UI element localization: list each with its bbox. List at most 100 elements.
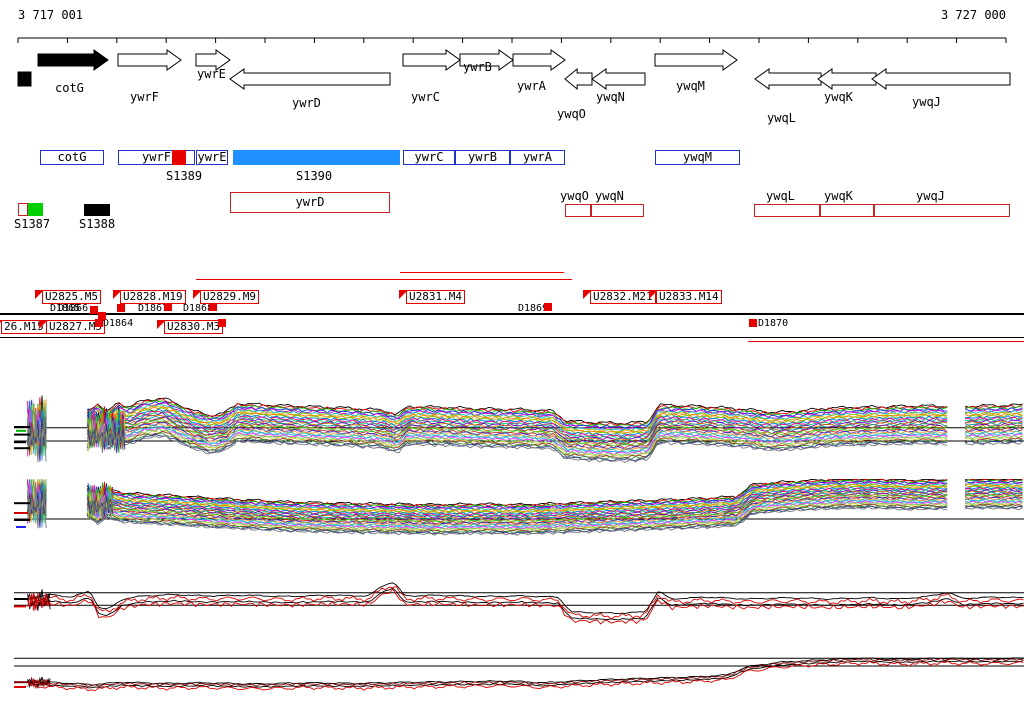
signal-burst xyxy=(27,676,51,688)
segment-label-S1389: S1389 xyxy=(166,169,203,183)
probe-marker-U2833.M14[interactable]: U2833.M14 xyxy=(656,290,722,304)
signal-line xyxy=(30,588,1024,625)
signal-line xyxy=(86,430,948,459)
gene-arrow-ywqN[interactable] xyxy=(591,68,646,90)
gene-arrow-cotG[interactable] xyxy=(37,49,109,71)
segment-box-ywrA[interactable]: ywrA xyxy=(510,150,565,165)
transcript-extent-line xyxy=(196,279,572,280)
signal-line xyxy=(965,416,1023,421)
marker-flag-icon xyxy=(95,319,103,327)
gene-arrow-ywqM[interactable] xyxy=(654,49,738,71)
signal-line xyxy=(964,439,1023,444)
gene-arrow-ywrB[interactable] xyxy=(459,49,514,71)
segment-box-ywrC[interactable]: ywrC xyxy=(403,150,455,165)
probe-marker-D1866[interactable]: D1866 xyxy=(58,303,89,314)
signal-line xyxy=(965,439,1023,444)
probe-marker-U2829.M9[interactable]: U2829.M9 xyxy=(200,290,259,304)
region-label-ywqL: ywqL xyxy=(766,189,795,203)
signal-line xyxy=(30,587,1024,621)
signal-line xyxy=(964,419,1023,424)
signal-line xyxy=(86,501,948,531)
marker-flag-icon xyxy=(749,319,757,327)
probe-marker-U2831.M4[interactable]: U2831.M4 xyxy=(406,290,465,304)
signal-line xyxy=(86,479,948,509)
region-box-black[interactable] xyxy=(84,204,110,216)
gene-partial[interactable] xyxy=(17,71,32,87)
signal-line xyxy=(965,409,1023,415)
probe-marker-D1867[interactable]: D1867 xyxy=(138,303,169,314)
gene-label-ywrB: ywrB xyxy=(463,60,492,74)
gene-arrow-ywrA[interactable] xyxy=(512,49,566,71)
region-box-outline[interactable] xyxy=(565,204,591,217)
probe-marker-U2830.M3[interactable]: U2830.M3 xyxy=(164,320,223,334)
gene-arrow-ywqJ[interactable] xyxy=(871,68,1011,90)
signal-line xyxy=(964,434,1023,440)
marker-baseline xyxy=(0,313,1024,315)
signal-line xyxy=(86,427,948,457)
signal-line xyxy=(964,437,1023,442)
signal-panel-1 xyxy=(14,395,1024,463)
segment-box-ywrE[interactable]: ywrE xyxy=(196,150,228,165)
marker-flag-icon xyxy=(98,312,106,320)
gene-arrow-ywrF[interactable] xyxy=(117,49,182,71)
signal-line xyxy=(86,407,948,436)
gene-label-ywqK: ywqK xyxy=(824,90,854,104)
signal-line xyxy=(86,434,948,463)
probe-marker-26.M15[interactable]: 26.M15 xyxy=(1,320,47,334)
marker-flag-icon xyxy=(583,290,592,299)
region-box-outline[interactable] xyxy=(754,204,820,217)
gene-label-ywqO: ywqO xyxy=(557,107,586,121)
probe-marker-D1865[interactable]: D1865 xyxy=(50,303,81,314)
signal-line xyxy=(30,660,1024,689)
region-box-outline[interactable] xyxy=(820,204,874,217)
probe-marker-D1868[interactable]: D1868 xyxy=(183,303,214,314)
signal-line xyxy=(86,433,948,462)
gene-arrow-ywqO[interactable] xyxy=(564,67,593,91)
gene-arrow-ywqK[interactable] xyxy=(817,68,877,90)
region-box-outline[interactable] xyxy=(874,204,1010,217)
gene-label-ywqL: ywqL xyxy=(767,111,796,125)
gene-arrow-ywqL[interactable] xyxy=(754,68,822,90)
segment-box-S1390[interactable] xyxy=(233,150,400,165)
signal-burst xyxy=(27,592,51,611)
signal-line xyxy=(965,441,1023,446)
probe-marker-U2825.M5[interactable]: U2825.M5 xyxy=(42,290,101,304)
probe-marker-D1869[interactable]: D1869 xyxy=(518,303,549,314)
signal-line xyxy=(86,399,948,428)
marker-flag-icon xyxy=(39,320,48,329)
signal-line xyxy=(86,504,948,534)
region-box-outline[interactable] xyxy=(591,204,644,217)
gene-arrow-ywrD[interactable] xyxy=(229,68,391,90)
probe-marker-D1870[interactable]: D1870 xyxy=(758,318,789,329)
probe-marker-U2832.M21[interactable]: U2832.M21 xyxy=(590,290,656,304)
signal-line xyxy=(86,505,948,535)
region-box-green[interactable] xyxy=(28,203,43,216)
signal-burst xyxy=(87,417,126,449)
signal-burst xyxy=(87,421,126,453)
gene-arrow-ywrC[interactable] xyxy=(402,49,461,71)
signal-line xyxy=(86,503,948,533)
region-label-S1387: S1387 xyxy=(14,217,51,231)
signal-burst xyxy=(27,593,51,611)
segment-box-ywqM[interactable]: ywqM xyxy=(655,150,740,165)
marker-flag-icon xyxy=(0,320,3,329)
signal-line xyxy=(86,489,948,519)
signal-line xyxy=(965,504,1023,509)
signal-burst xyxy=(27,678,51,689)
segment-box-ywrB[interactable]: ywrB xyxy=(455,150,510,165)
region-box-ywrD[interactable]: ywrD xyxy=(230,192,390,213)
signal-line xyxy=(964,480,1023,484)
signal-line xyxy=(964,429,1023,434)
signal-burst xyxy=(27,413,47,463)
region-box-outline[interactable] xyxy=(18,203,28,216)
signal-line xyxy=(964,488,1023,494)
marker-flag-icon xyxy=(90,306,98,314)
marker-flag-icon xyxy=(164,303,172,311)
segment-box-cotG[interactable]: cotG xyxy=(40,150,104,165)
probe-marker-D1864[interactable]: D1864 xyxy=(103,318,134,329)
gene-arrow-ywrE[interactable] xyxy=(195,49,231,71)
probe-marker-U2828.M19[interactable]: U2828.M19 xyxy=(120,290,186,304)
signal-line xyxy=(965,420,1023,425)
signal-line xyxy=(86,487,948,517)
